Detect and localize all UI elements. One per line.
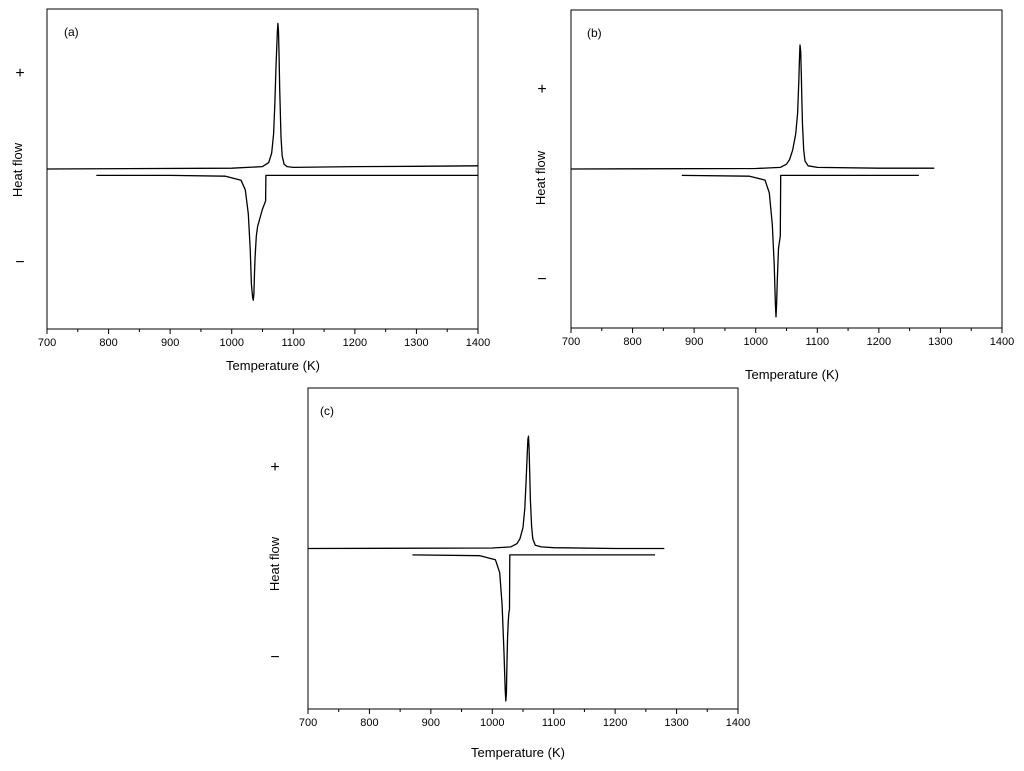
panel-c-ylabel: Heat flow	[267, 536, 282, 591]
panel-b: 700 800 900 1000 1100 1200 1300 1400 (b) + − He…	[533, 9, 1014, 382]
panel-a-series-cooling-line	[96, 174, 478, 301]
panel-c-xtick-label: 1400	[726, 717, 750, 729]
panel-c-xtick-label: 1000	[480, 717, 504, 729]
panel-b-plus-sign: +	[537, 81, 546, 98]
panel-b-xtick-label: 900	[685, 336, 703, 348]
panel-c-ticks: 700 800 900 1000 1100 1200 1300 1400	[299, 709, 750, 729]
panel-c-label: (c)	[320, 404, 334, 418]
panel-a-curves	[46, 22, 479, 301]
panel-a-xtick-label: 1100	[281, 337, 305, 349]
panel-a-xtick-label: 900	[161, 337, 179, 349]
panel-c-xtick-label: 1300	[664, 717, 688, 729]
panel-a-xtick-label: 1300	[404, 337, 428, 349]
panel-b-curves	[570, 44, 935, 318]
panel-c-xtick-label: 900	[422, 717, 440, 729]
panel-b-xtick-label: 1100	[805, 336, 829, 348]
panel-b-ylabel: Heat flow	[533, 150, 548, 205]
panel-a-xtick-label: 1000	[219, 337, 243, 349]
panel-c-xtick-label: 1200	[603, 717, 627, 729]
panel-a-minus-sign: −	[15, 254, 24, 271]
panel-b-series-heating-line	[570, 44, 935, 170]
panel-c-plot: 700 800 900 1000 1100 1200 1300 1400 (c)	[299, 387, 750, 729]
panel-c-xtick-label: 800	[360, 717, 378, 729]
panel-b-xtick-label: 700	[562, 336, 580, 348]
panel-a-xtick-label: 700	[38, 337, 56, 349]
panel-c-xtick-label: 1100	[542, 717, 566, 729]
panel-a-ylabel: Heat flow	[10, 142, 25, 197]
panel-a-label: (a)	[64, 25, 79, 39]
panel-b-xtick-label: 1300	[928, 336, 952, 348]
panel-c-xtick-label: 700	[299, 717, 317, 729]
panel-b-xtick-label: 1200	[867, 336, 891, 348]
panel-b-minus-sign: −	[537, 271, 546, 288]
panel-a-xlabel: Temperature (K)	[226, 358, 320, 373]
panel-a-series-heating-line	[46, 22, 479, 170]
panel-b-xlabel: Temperature (K)	[745, 367, 839, 382]
panel-a-xtick-label: 1200	[343, 337, 367, 349]
panel-b-series-cooling-line	[681, 174, 919, 318]
panel-a-xtick-label: 1400	[466, 337, 490, 349]
panel-c-curves	[307, 435, 665, 702]
panel-c-series-heating-line	[307, 435, 665, 550]
panel-c-xlabel: Temperature (K)	[471, 745, 565, 760]
panel-b-label: (b)	[587, 26, 602, 40]
panel-b-ticks: 700 800 900 1000 1100 1200 1300 1400	[562, 328, 1014, 348]
panel-b-xtick-label: 1000	[743, 336, 767, 348]
panel-a-ticks: 700 800 900 1000 1100 1200 1300 1400	[38, 329, 490, 349]
panel-a-xtick-label: 800	[99, 337, 117, 349]
panel-c-series-cooling-line	[412, 554, 656, 702]
panel-a: 700 800 900 1000 1100 1200 1300 1400 (a) + − He…	[10, 8, 490, 373]
panel-c: 700 800 900 1000 1100 1200 1300 1400 (c) + − He…	[267, 387, 750, 760]
panel-a-plus-sign: +	[15, 65, 24, 82]
panel-c-minus-sign: −	[270, 649, 279, 666]
panel-a-plot: 700 800 900 1000 1100 1200 1300 1400 (a)	[38, 8, 490, 349]
panel-b-xtick-label: 800	[623, 336, 641, 348]
panel-b-plot: 700 800 900 1000 1100 1200 1300 1400 (b)	[562, 9, 1014, 348]
panel-b-xtick-label: 1400	[990, 336, 1014, 348]
panel-c-plus-sign: +	[270, 459, 279, 476]
